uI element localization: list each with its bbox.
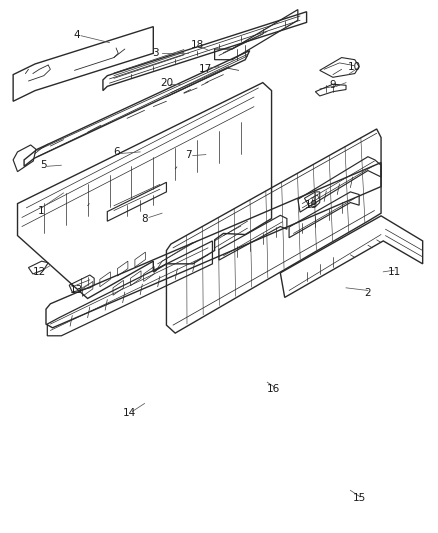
- Text: 14: 14: [123, 408, 136, 418]
- Text: 19: 19: [304, 200, 318, 210]
- Text: 2: 2: [364, 288, 371, 298]
- Text: 6: 6: [113, 147, 120, 157]
- Text: 15: 15: [353, 494, 366, 503]
- Text: 8: 8: [141, 214, 148, 223]
- Text: 16: 16: [267, 384, 280, 394]
- Text: 17: 17: [199, 64, 212, 74]
- Text: 13: 13: [70, 286, 83, 295]
- Text: 7: 7: [185, 150, 192, 159]
- Text: 3: 3: [152, 49, 159, 58]
- Text: 20: 20: [160, 78, 173, 87]
- Text: 18: 18: [191, 41, 204, 50]
- Text: 1: 1: [38, 206, 45, 215]
- Text: 4: 4: [73, 30, 80, 39]
- Text: 11: 11: [388, 267, 401, 277]
- Text: 10: 10: [348, 62, 361, 71]
- Text: 5: 5: [40, 160, 47, 170]
- Text: 12: 12: [33, 267, 46, 277]
- Text: 9: 9: [329, 80, 336, 90]
